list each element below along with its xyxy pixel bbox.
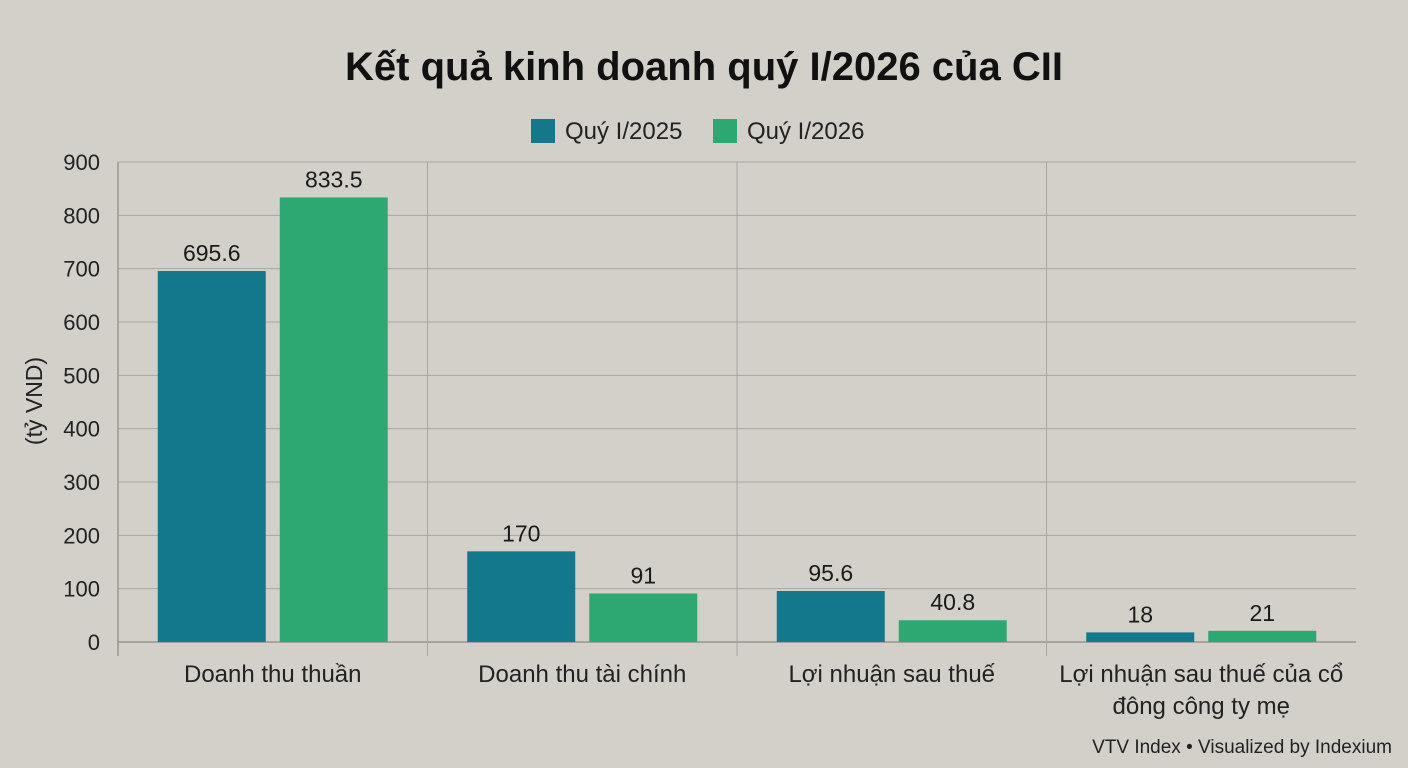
y-tick-label: 100 [63,577,100,602]
y-tick-label: 300 [63,470,100,495]
value-label: 21 [1249,600,1275,626]
value-label: 170 [502,520,540,546]
y-tick-label: 200 [63,523,100,548]
legend: Quý I/2025 Quý I/2026 [531,118,864,145]
bar-q1-2026 [589,593,698,642]
value-label: 833.5 [305,166,363,192]
y-tick-label: 900 [63,150,100,175]
category-label: Doanh thu thuần [184,661,361,688]
y-tick-label: 800 [63,203,100,228]
y-axis-label: (tỷ VND) [21,357,47,445]
source-note: VTV Index • Visualized by Indexium [1092,737,1392,758]
category-label: Lợi nhuận sau thuế của cổ [1059,661,1343,688]
legend-swatch [531,119,555,143]
value-label: 695.6 [183,240,241,266]
y-tick-label: 400 [63,417,100,442]
category-label: đông công ty mẹ [1113,693,1290,720]
value-label: 95.6 [808,560,853,586]
bar-q1-2026 [279,197,388,642]
bar-q1-2025 [157,271,266,642]
bar-q1-2025 [776,591,885,642]
y-tick-label: 700 [63,257,100,282]
category-label: Lợi nhuận sau thuế [788,661,995,688]
legend-label: Quý I/2026 [747,118,864,145]
value-label: 18 [1127,601,1153,627]
bar-q1-2025 [467,551,576,642]
chart-title: Kết quả kinh doanh quý I/2026 của CII [345,45,1063,89]
value-labels: 695.6 833.5 170 91 95.6 40.8 18 21 [183,166,1275,627]
category-labels: Doanh thu thuần Doanh thu tài chính Lợi nh… [184,661,1343,720]
bars [157,197,1317,642]
bar-q1-2026 [898,620,1007,642]
y-axis-ticks: 0 100 200 300 400 500 600 700 800 900 [63,150,100,655]
legend-label: Quý I/2025 [565,118,682,145]
bar-q1-2026 [1208,630,1317,642]
y-tick-label: 0 [88,630,100,655]
value-label: 91 [630,562,656,588]
legend-swatch [713,119,737,143]
y-tick-label: 600 [63,310,100,335]
value-label: 40.8 [930,589,975,615]
y-tick-label: 500 [63,363,100,388]
category-label: Doanh thu tài chính [478,661,686,688]
bar-q1-2025 [1086,632,1195,642]
